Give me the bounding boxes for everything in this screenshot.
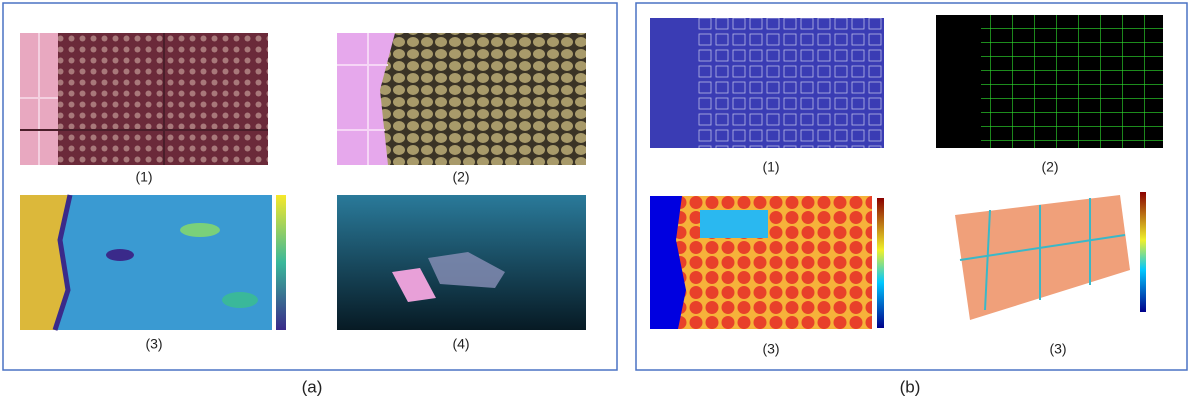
subfigure-label: (3) — [762, 341, 779, 357]
image — [20, 195, 286, 330]
subfigure-label: (2) — [1041, 159, 1058, 175]
subfigure-label: (3) — [145, 336, 162, 352]
subfigure-label: (1) — [762, 159, 779, 175]
image — [650, 196, 884, 329]
figure: (a) (1) (2) (3) (4) (b) (1) (2) (3) (3) — [0, 0, 1190, 404]
image — [936, 15, 1163, 148]
subfigure-label: (4) — [452, 336, 469, 352]
image — [650, 18, 884, 148]
image — [20, 33, 268, 165]
image — [337, 33, 586, 165]
panel-label: (a) — [302, 377, 323, 396]
panel-label: (b) — [900, 377, 921, 396]
image — [955, 192, 1146, 320]
image — [337, 195, 586, 330]
subfigure-label: (3) — [1049, 341, 1066, 357]
subfigure-label: (2) — [452, 169, 469, 185]
subfigure-label: (1) — [135, 169, 152, 185]
